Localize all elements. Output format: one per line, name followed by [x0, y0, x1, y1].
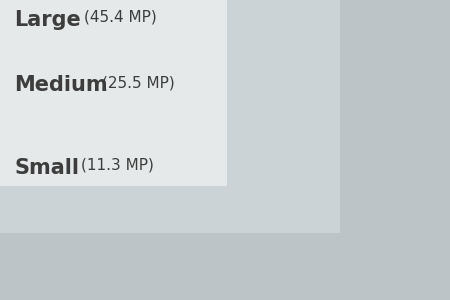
- Text: (45.4 MP): (45.4 MP): [84, 10, 157, 25]
- Text: Small: Small: [14, 158, 79, 178]
- Text: (25.5 MP): (25.5 MP): [102, 75, 175, 90]
- Text: Large: Large: [14, 10, 81, 30]
- Text: Medium: Medium: [14, 75, 108, 95]
- Bar: [0, 0, 340, 232]
- Text: (11.3 MP): (11.3 MP): [81, 158, 154, 173]
- Bar: [0, 0, 227, 186]
